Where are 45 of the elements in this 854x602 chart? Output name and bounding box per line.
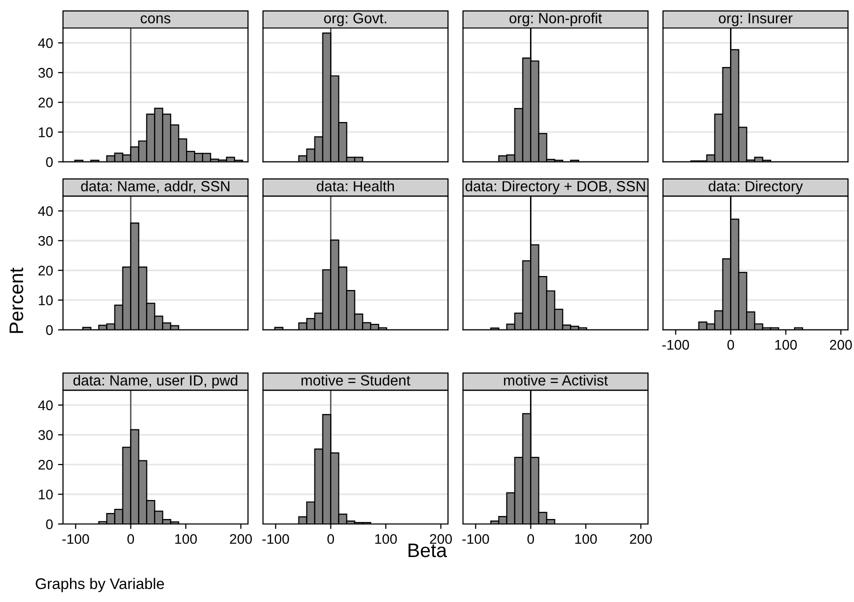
chart-title: data: Name, addr, SSN [81,180,230,194]
y-tick-label: 30 [38,236,53,246]
x-tick-label: 200 [430,534,452,544]
y-tick-label: 20 [38,460,53,470]
x-axis-title: Beta [408,544,447,558]
x-tick-label: 200 [230,534,252,544]
chart-title: data: Directory + DOB, SSN [466,180,645,194]
chart-title: data: Directory [708,180,803,194]
x-tick-label: 0 [127,534,134,544]
chart-title: motive = Activist [504,374,608,386]
y-tick-label: 10 [38,490,53,500]
x-tick-label: 0 [527,534,534,544]
y-tick-label: 30 [38,68,53,78]
y-tick-label: 30 [38,430,53,440]
x-tick-label: 200 [830,340,852,350]
x-tick-label: 100 [375,534,397,544]
x-tick-label: 0 [327,534,334,544]
chart-title: org: Govt. [324,13,386,26]
x-tick-label: 100 [175,534,197,544]
y-tick-label: 40 [38,400,53,410]
chart-title: org: Non-profit [510,12,602,26]
y-tick-label: 40 [38,206,53,216]
chart-title: motive = Student [302,374,410,386]
y-tick-label: 20 [38,98,53,108]
y-tick-label: 40 [38,38,53,48]
y-tick-label: 0 [46,157,53,167]
x-tick-label: 100 [575,534,597,544]
chart-title: org: Insurer [718,13,793,26]
chart-title: data: Name, user ID, pwd [73,374,238,388]
y-axis-title: Percent [10,268,24,333]
x-tick-label: -100 [662,340,690,350]
text: Graphs by Variable [36,578,164,592]
x-tick-label: -100 [62,534,90,544]
x-tick-label: -100 [462,534,490,544]
y-tick-label: 20 [38,266,53,276]
chart-title: cons [140,15,170,24]
x-tick-label: 100 [775,340,797,350]
y-tick-label: 0 [46,325,53,335]
y-tick-label: 10 [38,127,53,138]
x-tick-label: 200 [630,534,652,544]
y-tick-label: 0 [46,519,53,530]
x-tick-label: 0 [727,340,734,350]
x-tick-label: -100 [262,534,290,544]
chart-title: data: Health [316,180,394,192]
y-tick-label: 10 [38,295,53,306]
